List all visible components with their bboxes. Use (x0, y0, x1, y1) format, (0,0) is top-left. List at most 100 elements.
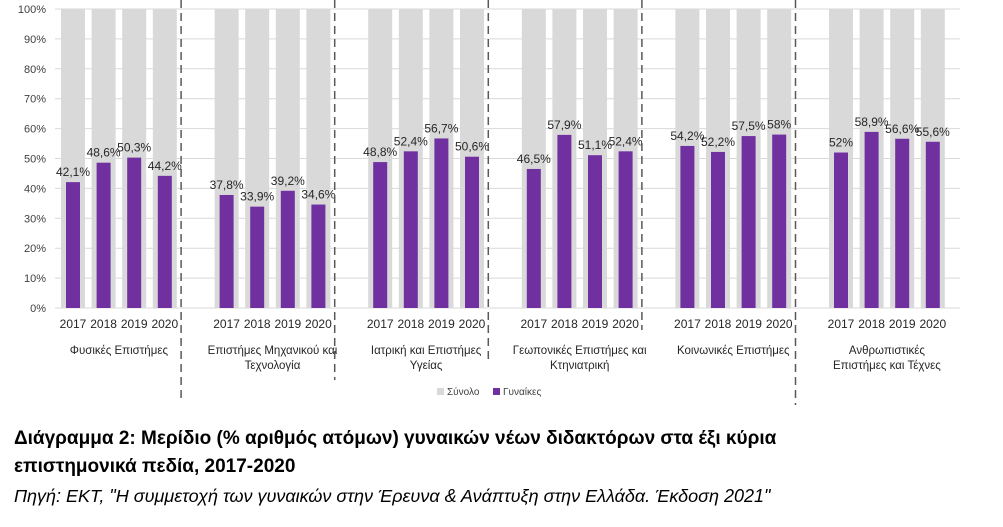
y-tick-label: 100% (18, 4, 46, 16)
data-label: 52,2% (701, 135, 735, 149)
data-label: 46,5% (517, 152, 551, 166)
data-label: 42,1% (56, 165, 90, 179)
data-label: 58,9% (855, 115, 889, 129)
x-tick-year: 2020 (919, 317, 946, 331)
y-tick-label: 90% (24, 34, 46, 46)
data-label: 52,4% (394, 134, 428, 148)
bar-chart: 0% 10% 20% 30% 40% 50% 60% 70% 80% 90% 100% 42,1% 20… (18, 0, 960, 405)
bar-women (157, 175, 172, 308)
bar-women (618, 151, 633, 308)
bar-women (680, 145, 695, 308)
x-tick-year: 2019 (735, 317, 762, 331)
group-label: Γεωπονικές Επιστήμες και (513, 345, 647, 357)
legend-swatch-women (493, 388, 500, 395)
data-label: 34,6% (301, 188, 335, 202)
x-tick-year: 2019 (121, 317, 148, 331)
x-tick-year: 2018 (90, 317, 117, 331)
legend-swatch-total (437, 388, 444, 395)
x-tick-year: 2020 (766, 317, 793, 331)
bar-women (96, 162, 111, 308)
group-label: Κοινωνικές Επιστήμες (677, 345, 790, 357)
data-label: 55,6% (916, 125, 950, 139)
data-label: 57,5% (732, 119, 766, 133)
data-label: 51,1% (578, 138, 612, 152)
y-tick-label: 60% (24, 124, 46, 136)
group-label: Επιστήμες και Τέχνες (833, 360, 941, 372)
legend-label-total: Σύνολο (447, 386, 480, 398)
data-label: 52% (829, 136, 853, 150)
group-label: Επιστήμες Μηχανικού και (208, 345, 338, 357)
bar-women (741, 136, 756, 308)
x-tick-year: 2017 (828, 317, 855, 331)
x-tick-year: 2018 (705, 317, 732, 331)
chart-source: Πηγή: ΕΚΤ, "Η συμμετοχή των γυναικών στη… (14, 486, 771, 506)
x-tick-year: 2017 (213, 317, 240, 331)
group-label: Κτηνιατρική (550, 360, 609, 372)
data-label: 44,2% (148, 159, 182, 173)
bar-women (557, 134, 572, 308)
bar-women (403, 151, 418, 308)
x-tick-year: 2019 (889, 317, 916, 331)
x-tick-year: 2018 (858, 317, 885, 331)
y-tick-label: 20% (24, 243, 46, 255)
x-tick-year: 2018 (551, 317, 578, 331)
bar-women (526, 168, 541, 308)
data-label: 50,6% (455, 140, 489, 154)
group-label: Φυσικές Επιστήμες (70, 345, 169, 357)
data-label: 48,6% (87, 146, 121, 160)
group-label: Υγείας (410, 360, 443, 372)
bar-women (925, 141, 940, 308)
data-label: 54,2% (670, 129, 704, 143)
bar-women (864, 131, 879, 308)
bar-women (434, 138, 449, 308)
data-label: 37,8% (210, 178, 244, 192)
group-label: Ανθρωπιστικές (849, 345, 926, 357)
group-label: Ιατρική και Επιστήμες (371, 345, 482, 357)
y-tick-label: 40% (24, 183, 46, 195)
bar-women (66, 182, 80, 308)
data-label: 48,8% (363, 145, 397, 159)
x-tick-year: 2018 (244, 317, 271, 331)
x-tick-year: 2020 (151, 317, 178, 331)
data-label: 57,9% (547, 118, 581, 132)
data-label: 52,4% (609, 134, 643, 148)
data-label: 56,7% (424, 121, 458, 135)
data-label: 50,3% (117, 141, 151, 155)
chart-title-line2: επιστημονικά πεδία, 2017-2020 (14, 456, 296, 477)
legend-label-women: Γυναίκες (503, 386, 541, 398)
bar-women (895, 138, 910, 308)
bar-women (772, 134, 787, 308)
x-tick-year: 2020 (305, 317, 332, 331)
x-tick-year: 2017 (60, 317, 87, 331)
x-tick-year: 2019 (274, 317, 301, 331)
group-label: Τεχνολογία (245, 360, 301, 372)
x-tick-year: 2018 (397, 317, 424, 331)
x-tick-year: 2020 (459, 317, 486, 331)
bar-women (219, 194, 234, 308)
x-tick-year: 2017 (674, 317, 701, 331)
x-tick-year: 2017 (367, 317, 394, 331)
bar-women (834, 152, 848, 308)
bar-women (311, 204, 326, 308)
bar-women (588, 155, 602, 308)
x-tick-year: 2017 (520, 317, 547, 331)
y-tick-label: 30% (24, 213, 46, 225)
bar-women (373, 162, 388, 308)
bar-women (280, 190, 295, 308)
x-tick-year: 2020 (612, 317, 639, 331)
y-tick-label: 0% (30, 303, 46, 315)
y-tick-label: 80% (24, 64, 46, 76)
data-label: 56,6% (885, 122, 919, 136)
y-tick-label: 10% (24, 273, 46, 285)
bar-women (711, 151, 725, 308)
y-tick-label: 50% (24, 154, 46, 166)
x-tick-year: 2019 (428, 317, 455, 331)
chart-title: Διάγραμμα 2: Μερίδιο (% αριθμός ατόμων) … (14, 428, 777, 449)
data-label: 58% (767, 118, 791, 132)
bar-women (127, 157, 142, 308)
x-tick-year: 2019 (582, 317, 609, 331)
bar-women (465, 156, 479, 308)
data-label: 33,9% (240, 190, 274, 204)
y-tick-label: 70% (24, 94, 46, 106)
data-label: 39,2% (271, 174, 305, 188)
